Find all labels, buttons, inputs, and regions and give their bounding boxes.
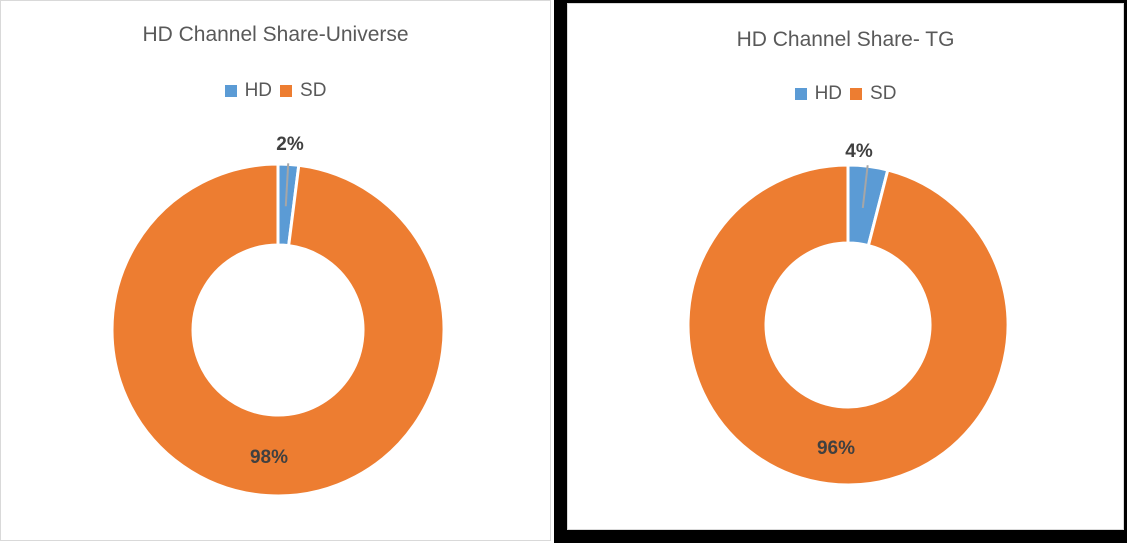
data-label-sd: 96% xyxy=(817,438,855,459)
chart-title: HD Channel Share- TG xyxy=(736,28,955,51)
legend-label: HD xyxy=(244,80,273,101)
legend-item-sd: SD xyxy=(280,80,326,102)
leader-line xyxy=(861,165,869,209)
leader-line xyxy=(284,163,290,207)
legend-label: HD xyxy=(814,83,843,104)
data-label-hd: 4% xyxy=(845,141,873,162)
donut-chart: 4% 96% xyxy=(686,141,1010,487)
chart-legend: HD SD xyxy=(1,80,550,102)
chart-frame: HD Channel Share- TG HD SD 4% 96% xyxy=(554,0,1127,543)
data-label-sd: 98% xyxy=(250,447,288,468)
chart-universe: HD Channel Share-Universe HD SD 2% 98% xyxy=(0,0,551,541)
legend-label: SD xyxy=(870,83,897,104)
data-label-hd: 2% xyxy=(276,134,304,155)
legend-item-hd: HD xyxy=(224,80,273,102)
legend-item-sd: SD xyxy=(850,83,896,105)
legend-item-hd: HD xyxy=(794,83,843,105)
hd-swatch-icon xyxy=(794,88,807,100)
hd-swatch-icon xyxy=(224,85,237,97)
legend-label: SD xyxy=(300,80,327,101)
chart-legend: HD SD xyxy=(568,83,1123,105)
chart-title: HD Channel Share-Universe xyxy=(142,23,409,46)
sd-swatch-icon xyxy=(850,88,863,100)
chart-tg: HD Channel Share- TG HD SD 4% 96% xyxy=(567,3,1124,530)
slice-sd xyxy=(686,163,1010,487)
sd-swatch-icon xyxy=(280,85,293,97)
slice-sd xyxy=(110,162,446,498)
donut-chart: 2% 98% xyxy=(110,134,446,498)
